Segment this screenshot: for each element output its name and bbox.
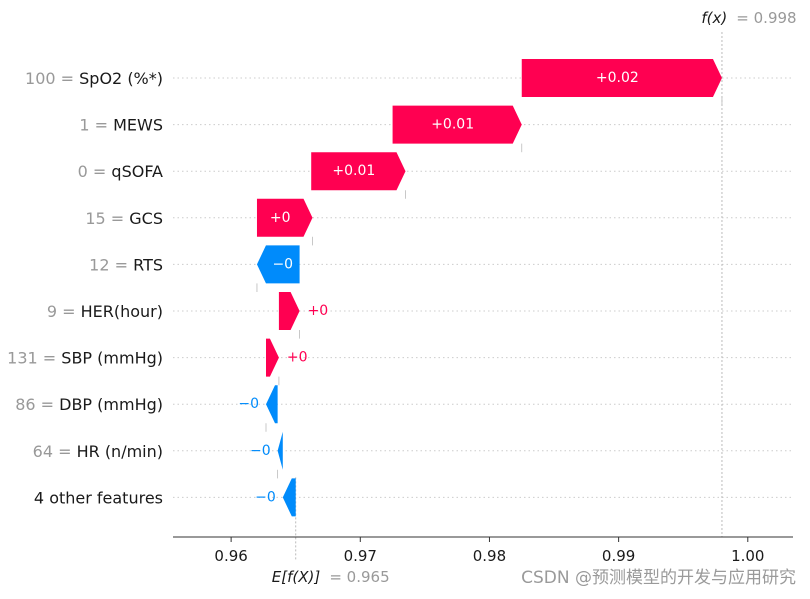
contribution-label: +0.01 — [332, 163, 375, 179]
contribution-bar — [277, 431, 283, 470]
feature-value: 0 = — [78, 162, 112, 181]
contribution-label: +0.01 — [431, 117, 474, 133]
feature-name: GCS — [129, 208, 163, 227]
watermark: CSDN @预测模型的开发与应用研究 — [521, 568, 796, 588]
contribution-label: −0 — [238, 396, 259, 412]
contribution-label: +0.02 — [596, 70, 639, 86]
feature-name: SpO2 (%*) — [79, 69, 163, 88]
feature-value: 86 = — [15, 395, 59, 414]
x-tick-label: 1.00 — [731, 547, 764, 565]
contribution-label: −0 — [272, 256, 293, 272]
contribution-bar — [256, 198, 313, 237]
feature-label: 1 = MEWS — [79, 115, 163, 134]
feature-value: 15 = — [85, 208, 129, 227]
feature-value: 9 = — [47, 302, 81, 321]
output-value-text: = 0.998 — [736, 9, 796, 27]
feature-label: 15 = GCS — [85, 208, 163, 227]
feature-label: 100 = SpO2 (%*) — [25, 69, 163, 88]
feature-value: 131 = — [7, 348, 61, 367]
output-value-annotation: f(x) = 0.998 — [701, 8, 796, 27]
contribution-label: +0 — [287, 350, 308, 366]
feature-name: HR (n/min) — [77, 441, 163, 460]
contribution-label: −0 — [250, 443, 271, 459]
feature-name: HER(hour) — [81, 302, 163, 321]
feature-value: 12 = — [89, 255, 133, 274]
x-tick-label: 0.97 — [344, 547, 377, 565]
contribution-label: −0 — [255, 489, 276, 505]
contribution-bar — [256, 245, 300, 284]
x-tick-label: 0.96 — [214, 547, 247, 565]
contribution-bar — [266, 385, 278, 424]
base-label: E[f(X)] — [272, 568, 321, 586]
base-value-annotation: E[f(X)] = 0.965 — [272, 567, 390, 586]
feature-name: qSOFA — [111, 162, 163, 181]
feature-value: 1 = — [79, 115, 113, 134]
feature-label: 4 other features — [34, 488, 163, 507]
feature-name: RTS — [133, 255, 163, 274]
feature-value: 64 = — [33, 441, 77, 460]
feature-label: 86 = DBP (mmHg) — [15, 395, 163, 414]
feature-labels: 100 = SpO2 (%*) 1 = MEWS 0 = qSOFA 15 = GCS… — [7, 69, 163, 507]
contribution-bar — [278, 292, 300, 330]
feature-name: 4 other features — [34, 488, 163, 507]
x-tick-label: 0.99 — [602, 547, 635, 565]
feature-name: SBP (mmHg) — [61, 348, 163, 367]
feature-label: 0 = qSOFA — [78, 162, 163, 181]
contribution-bar — [266, 338, 279, 377]
contribution-bar — [392, 105, 522, 144]
base-value-text: = 0.965 — [329, 568, 389, 586]
feature-label: 131 = SBP (mmHg) — [7, 348, 163, 367]
feature-value: 100 = — [25, 69, 79, 88]
feature-label: 9 = HER(hour) — [47, 302, 163, 321]
feature-label: 64 = HR (n/min) — [33, 441, 163, 460]
contribution-label: +0 — [270, 210, 291, 226]
feature-label: 12 = RTS — [89, 255, 163, 274]
contribution-label: +0 — [308, 303, 329, 319]
contribution-bars: +0.02 +0.01 +0.01 +0 −0 +0 +0 −0 −0 −0 — [238, 59, 723, 517]
contribution-bar — [521, 59, 722, 97]
feature-name: DBP (mmHg) — [59, 395, 163, 414]
x-axis: 0.96 0.97 0.98 0.99 1.00 — [173, 536, 793, 565]
x-tick-label: 0.98 — [473, 547, 506, 565]
output-label: f(x) — [701, 9, 727, 27]
contribution-bar — [311, 152, 406, 191]
contribution-bar — [282, 478, 296, 517]
value-annotations: f(x) = 0.998 E[f(X)] = 0.965 — [272, 8, 797, 586]
feature-name: MEWS — [113, 115, 163, 134]
